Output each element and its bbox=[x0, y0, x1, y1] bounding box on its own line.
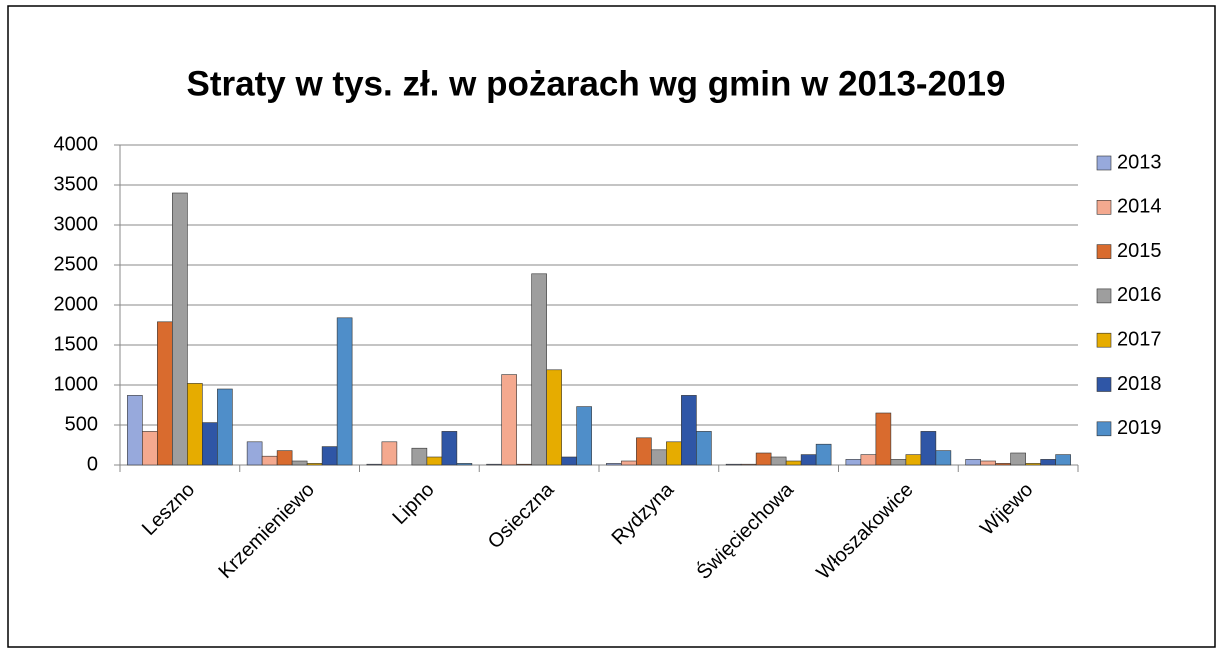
y-tick-label: 3500 bbox=[54, 173, 99, 195]
bar bbox=[276, 450, 293, 466]
bar bbox=[755, 452, 772, 466]
bar bbox=[366, 463, 383, 466]
legend-label: 2018 bbox=[1117, 373, 1162, 395]
bar bbox=[217, 388, 233, 466]
legend-swatch bbox=[1096, 244, 1112, 259]
legend-swatch bbox=[1096, 288, 1112, 304]
legend-swatch bbox=[1096, 332, 1112, 348]
bar bbox=[561, 456, 577, 466]
legend-label: 2016 bbox=[1117, 284, 1162, 306]
bar bbox=[576, 406, 592, 466]
bar bbox=[441, 431, 458, 466]
bar bbox=[980, 460, 996, 466]
bar bbox=[1040, 459, 1056, 466]
bar bbox=[246, 441, 263, 466]
bar bbox=[696, 431, 712, 466]
bar bbox=[666, 441, 682, 466]
bar bbox=[306, 463, 323, 466]
bar bbox=[920, 431, 937, 466]
y-tick-label: 2000 bbox=[54, 293, 99, 315]
bar bbox=[321, 446, 338, 466]
legend-label: 2019 bbox=[1117, 417, 1162, 439]
bar bbox=[157, 321, 173, 466]
legend-label: 2014 bbox=[1117, 196, 1162, 218]
bar bbox=[905, 454, 922, 466]
bar bbox=[516, 463, 532, 466]
bar bbox=[860, 454, 877, 466]
bar bbox=[965, 459, 981, 466]
bar bbox=[291, 460, 308, 466]
bar bbox=[606, 463, 622, 466]
chart-border bbox=[7, 5, 1216, 648]
legend-label: 2013 bbox=[1117, 151, 1162, 173]
chart-title: Straty w tys. zł. w pożarach wg gmin w 2… bbox=[187, 64, 1006, 103]
bar bbox=[995, 463, 1011, 466]
bar bbox=[740, 463, 757, 466]
bar bbox=[546, 369, 562, 466]
bar bbox=[1025, 463, 1041, 466]
bar bbox=[411, 447, 428, 466]
bar bbox=[621, 460, 637, 466]
y-tick-label: 0 bbox=[87, 453, 98, 475]
y-tick-label: 2500 bbox=[54, 253, 99, 275]
y-tick-label: 3000 bbox=[54, 213, 99, 235]
bar bbox=[336, 317, 353, 466]
bar bbox=[1010, 452, 1026, 466]
y-tick-label: 4000 bbox=[54, 133, 99, 155]
bar bbox=[187, 383, 203, 466]
bar bbox=[501, 374, 517, 466]
bar bbox=[261, 455, 278, 466]
bar bbox=[1055, 454, 1071, 466]
bar bbox=[636, 437, 652, 466]
bar bbox=[785, 460, 802, 466]
legend-label: 2015 bbox=[1117, 240, 1162, 262]
y-tick-label: 1500 bbox=[54, 333, 99, 355]
bar bbox=[142, 431, 158, 466]
bar bbox=[725, 463, 742, 466]
legend-swatch bbox=[1096, 155, 1112, 171]
bar bbox=[531, 273, 547, 466]
bar bbox=[486, 463, 502, 466]
legend-swatch bbox=[1096, 377, 1112, 392]
legend-swatch bbox=[1096, 200, 1112, 215]
bar bbox=[456, 463, 473, 466]
bar bbox=[681, 395, 697, 466]
y-tick-label: 1000 bbox=[54, 373, 99, 395]
bar bbox=[815, 443, 832, 466]
bar bbox=[381, 441, 398, 466]
bar bbox=[172, 192, 188, 466]
legend-label: 2017 bbox=[1117, 328, 1162, 350]
bar bbox=[651, 449, 667, 466]
bar bbox=[127, 395, 143, 466]
y-tick-label: 500 bbox=[65, 413, 98, 435]
bar bbox=[845, 459, 862, 466]
bar bbox=[890, 459, 907, 466]
legend-swatch bbox=[1096, 421, 1112, 437]
bar bbox=[800, 454, 817, 466]
bar bbox=[426, 456, 443, 466]
bar bbox=[935, 450, 952, 466]
bar bbox=[875, 412, 892, 466]
bar bbox=[770, 456, 787, 466]
bar bbox=[202, 422, 218, 466]
